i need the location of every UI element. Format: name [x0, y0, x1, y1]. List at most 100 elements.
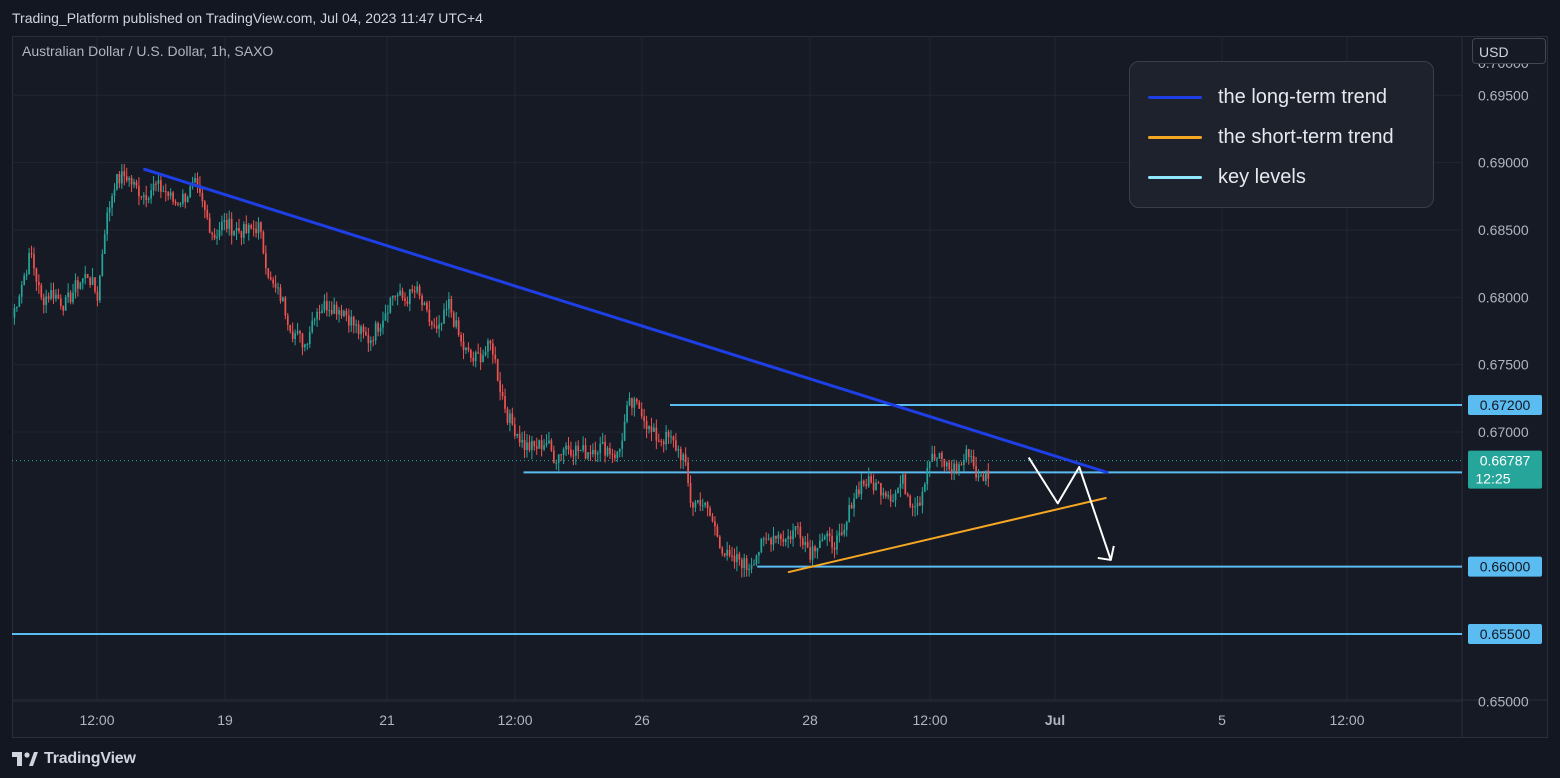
candle-body	[662, 441, 665, 445]
candle-body	[823, 536, 826, 540]
candle-body	[89, 278, 91, 285]
candle-body	[352, 316, 355, 326]
candle-body	[604, 441, 606, 456]
candle-body	[909, 495, 912, 507]
candle-body	[643, 416, 646, 422]
candle-body	[980, 475, 982, 477]
candle-body	[374, 323, 377, 341]
candle-body	[511, 413, 514, 425]
candle-body	[499, 380, 502, 393]
candle-body	[130, 177, 133, 185]
candle-body	[294, 333, 296, 340]
candle-body	[365, 331, 367, 336]
candle-body	[335, 304, 338, 315]
candle-body	[306, 343, 309, 345]
candle-body	[687, 462, 689, 484]
candle-body	[506, 408, 509, 423]
candle-body	[775, 535, 777, 539]
candle-body	[391, 295, 394, 299]
candle-body	[635, 399, 638, 402]
candle-body	[286, 315, 289, 325]
candle-body	[426, 302, 428, 310]
candle-body	[975, 465, 977, 478]
candle-body	[526, 442, 528, 451]
candle-body	[753, 564, 755, 566]
candle-body	[941, 453, 943, 459]
candle-body	[921, 491, 924, 506]
legend-item-long-term: the long-term trend	[1148, 85, 1387, 109]
symbol-title[interactable]: Australian Dollar / U.S. Dollar, 1h, SAX…	[22, 43, 274, 59]
candle-body	[465, 347, 467, 351]
candle-body	[782, 539, 785, 542]
candle-body	[582, 445, 584, 451]
candle-body	[594, 449, 597, 455]
candle-body	[633, 399, 636, 408]
candle-body	[40, 285, 43, 298]
candle-body	[189, 186, 192, 198]
candle-body	[316, 312, 318, 320]
candle-body	[970, 456, 973, 458]
candle-body	[784, 539, 787, 542]
candle-body	[384, 313, 387, 321]
candle-body	[99, 275, 101, 301]
time-axis[interactable]: 12:00 19 21 12:00 26 28 12:00 Jul 5 12:00	[79, 712, 1364, 728]
candle-body	[35, 268, 38, 282]
candle-body	[479, 353, 482, 363]
candle-body	[174, 201, 177, 204]
candle-body	[20, 285, 23, 297]
candle-body	[245, 224, 248, 233]
x-tick-label: 21	[379, 712, 395, 728]
candle-body	[599, 443, 602, 454]
candle-body	[218, 230, 221, 237]
candle-body	[367, 335, 370, 344]
candle-body	[274, 283, 277, 288]
candle-body	[421, 295, 423, 306]
candle-body	[677, 449, 680, 451]
candle-body	[106, 212, 109, 235]
candle-body	[199, 185, 201, 193]
candle-body	[233, 230, 235, 236]
tradingview-logo[interactable]: TradingView	[12, 750, 136, 768]
candle-body	[52, 290, 55, 299]
candle-body	[418, 286, 421, 296]
candle-body	[706, 502, 709, 509]
candle-body	[247, 224, 250, 233]
candle-body	[133, 182, 135, 185]
candle-body	[509, 413, 511, 423]
candle-body	[323, 301, 326, 311]
candle-body	[518, 433, 521, 443]
candle-body	[142, 195, 145, 197]
candle-body	[606, 448, 609, 456]
legend-label: key levels	[1218, 165, 1306, 188]
candle-body	[567, 445, 570, 450]
candle-body	[369, 340, 372, 344]
candle-body	[203, 201, 206, 210]
candle-body	[84, 274, 87, 279]
candle-body	[618, 448, 621, 452]
candle-body	[230, 218, 233, 236]
candle-body	[755, 555, 758, 565]
candle-body	[389, 298, 392, 313]
candle-body	[560, 454, 563, 456]
candle-body	[750, 564, 753, 569]
candle-body	[977, 475, 980, 478]
candle-body	[399, 290, 401, 296]
candle-body	[862, 480, 865, 485]
candle-body	[299, 331, 301, 334]
x-tick-label: Jul	[1045, 712, 1065, 728]
candle-body	[914, 506, 916, 508]
currency-selector[interactable]: USD	[1472, 38, 1546, 64]
price-axis[interactable]: 0.69500 0.69000 0.68500 0.68000 0.67500 0.670…	[1478, 55, 1529, 709]
candle-body	[37, 281, 40, 286]
candle-body	[665, 431, 667, 445]
candle-body	[684, 454, 687, 463]
candle-body	[621, 440, 624, 449]
candle-body	[181, 193, 184, 204]
candle-body	[111, 195, 113, 208]
candle-body	[845, 521, 848, 530]
candle-body	[162, 191, 165, 193]
candle-body	[45, 296, 48, 305]
candle-body	[855, 489, 858, 499]
candle-body	[201, 192, 204, 202]
candle-body	[62, 306, 65, 311]
